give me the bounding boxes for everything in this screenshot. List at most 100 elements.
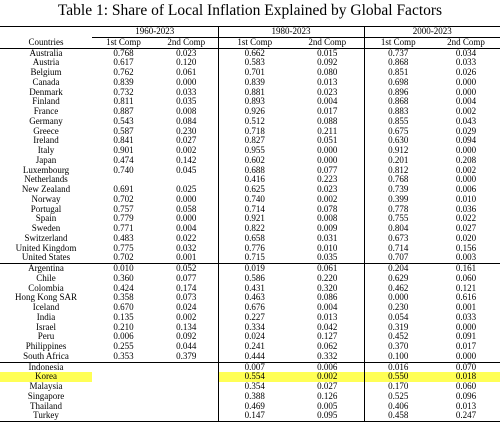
- value-cell: 0.121: [455, 283, 477, 293]
- value-cell: 0.868: [363, 58, 432, 68]
- country-cell: Hong Kong SAR: [14, 293, 77, 303]
- value-cell: 0.009: [317, 224, 338, 233]
- value-cell: 0.029: [455, 126, 477, 136]
- value-cell: 0.762: [113, 68, 134, 77]
- period-header: 1980-2023: [217, 26, 364, 38]
- country-row: Japan 0.474 0.142 0.602 0.000 0.201 0.208: [0, 155, 500, 166]
- value-cell: 0.247: [432, 411, 500, 423]
- value-cell: 0.483: [113, 233, 134, 243]
- value-cell: 0.388: [217, 391, 291, 402]
- value-cell: 0.458: [363, 411, 432, 423]
- value-cell: 0.022: [455, 214, 477, 224]
- value-cell: 0.768: [92, 47, 155, 59]
- value-cell: 0.001: [455, 303, 477, 312]
- value-cell: 0.768: [363, 175, 432, 185]
- country-cell: Belgium: [30, 68, 62, 77]
- value-cell: 0.550: [363, 372, 432, 382]
- value-cell: 0.033: [455, 312, 477, 322]
- value-cell: 0.452: [363, 332, 432, 342]
- value-cell: 0.006: [113, 332, 134, 342]
- country-row: Netherlands 0.416 0.223 0.768 0.000: [0, 175, 500, 185]
- value-cell: 0.201: [363, 155, 432, 166]
- value-cell: 0.042: [317, 322, 338, 332]
- country-row: Luxembourg 0.740 0.045 0.688 0.077 0.812 0.002: [0, 165, 500, 176]
- country-row: India 0.135 0.002 0.227 0.013 0.054 0.033: [0, 312, 500, 323]
- value-cell: 0.020: [455, 233, 477, 243]
- value-cell: 0.912: [363, 146, 432, 156]
- country-row: Switzerland 0.483 0.022 0.658 0.031 0.673 0.02…: [0, 233, 500, 244]
- value-cell: 0.444: [217, 351, 291, 362]
- value-cell: 0.002: [176, 146, 197, 155]
- period-header: 2000-2023: [363, 26, 500, 38]
- value-cell: 0.018: [432, 372, 500, 382]
- value-cell: 0.004: [176, 224, 197, 233]
- value-cell: 0.625: [217, 185, 291, 195]
- value-cell: 0.887: [113, 107, 134, 116]
- value-cell: 0.220: [317, 273, 338, 283]
- value-cell: 0.512: [217, 116, 291, 127]
- value-cell: 0.210: [113, 322, 134, 332]
- column-header: 2nd Comp: [155, 37, 218, 49]
- value-cell: 0.883: [363, 107, 432, 117]
- value-cell: 0.017: [455, 342, 477, 351]
- value-cell: 0.370: [363, 342, 432, 352]
- value-cell: 0.044: [176, 342, 197, 351]
- value-cell: 0.740: [217, 194, 291, 205]
- subheader-row: Countries 1st Comp 2nd Comp 1st Comp 2nd Com…: [0, 37, 500, 49]
- column-header: 2nd Comp: [432, 37, 500, 49]
- country-cell: Peru: [37, 332, 55, 342]
- value-cell: 0.893: [217, 97, 291, 107]
- value-cell: 0.707: [363, 253, 432, 264]
- value-cell: 0.043: [455, 116, 477, 126]
- value-cell: 0.474: [113, 155, 134, 165]
- country-cell: Thailand: [30, 401, 62, 411]
- value-cell: 0.170: [363, 382, 432, 392]
- value-cell: 0.015: [291, 47, 364, 59]
- value-cell: 0.822: [217, 224, 291, 234]
- value-cell: 0.026: [455, 68, 477, 77]
- table-header: 1960-2023 1980-2023 2000-2023 Countries 1st …: [0, 26, 500, 49]
- value-cell: 0.896: [363, 87, 432, 98]
- value-cell: 0.023: [317, 185, 338, 194]
- value-cell: 0.617: [113, 58, 134, 68]
- value-cell: 0.701: [217, 68, 291, 78]
- value-cell: 0.241: [217, 342, 291, 352]
- value-cell: 0.740: [113, 165, 134, 175]
- country-cell: Argentina: [0, 262, 92, 274]
- value-cell: 0.023: [155, 47, 218, 59]
- value-cell: 0.658: [217, 233, 291, 244]
- value-cell: 0.358: [113, 293, 134, 303]
- value-cell: 0.086: [317, 293, 338, 303]
- value-cell: 0.120: [176, 58, 197, 68]
- period-header: 1960-2023: [92, 26, 218, 38]
- value-cell: 0.334: [217, 322, 291, 333]
- country-row: Chile 0.360 0.077 0.586 0.220 0.629 0.060: [0, 273, 500, 284]
- country-cell: Colombia: [28, 283, 64, 293]
- value-cell: 0.812: [363, 165, 432, 176]
- value-cell: 0.010: [455, 194, 477, 204]
- value-cell: 0.084: [176, 116, 197, 126]
- country-cell: Spain: [35, 214, 57, 224]
- header-row: 1960-2023 1980-2023 2000-2023: [0, 26, 500, 38]
- country-row: Canada 0.839 0.000 0.839 0.013 0.698 0.000: [0, 77, 500, 88]
- blank-header: [0, 26, 92, 38]
- value-cell: 0.126: [317, 391, 338, 401]
- value-cell: 0.006: [291, 361, 364, 373]
- country-cell: United Kingdom: [15, 243, 77, 253]
- value-cell: 0.702: [113, 194, 134, 204]
- value-cell: 0.002: [455, 165, 477, 175]
- value-cell: 0.841: [113, 136, 134, 146]
- value-cell: [92, 392, 155, 402]
- value-cell: 0.399: [363, 194, 432, 205]
- country-cell: South Africa: [23, 351, 69, 361]
- value-cell: 0.776: [217, 243, 291, 254]
- value-cell: 0.737: [363, 47, 432, 59]
- value-cell: 0.211: [317, 126, 338, 136]
- value-cell: 0.092: [176, 332, 197, 342]
- country-cell: Indonesia: [0, 361, 92, 373]
- country-cell: France: [33, 107, 59, 116]
- value-cell: 0.230: [363, 303, 432, 313]
- value-cell: 0.036: [455, 204, 477, 214]
- value-cell: 0.045: [176, 165, 197, 175]
